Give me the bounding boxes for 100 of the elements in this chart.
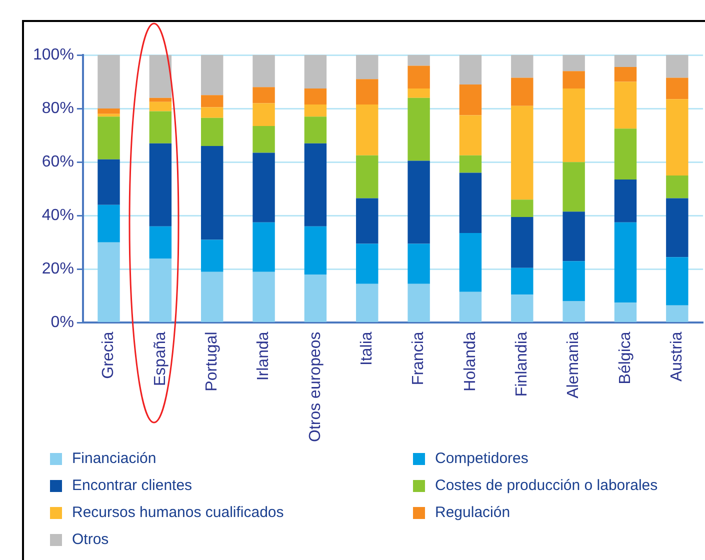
bar [200,118,224,146]
bar [149,111,172,144]
bar [408,66,430,88]
bar [149,98,172,102]
bar [511,216,534,268]
bar [666,305,688,322]
bar [614,302,637,322]
bar [252,222,275,272]
bar [304,274,327,322]
x-tick-label: Otros europeos [306,332,324,442]
bar [200,272,224,322]
bar [562,162,585,212]
y-tick-label: 20% [42,260,74,278]
legend-label: Competidores [435,450,528,467]
bar [98,204,120,242]
bar [200,146,224,240]
bar [562,301,585,322]
bar [408,88,430,98]
legend-label: Encontrar clientes [72,477,192,494]
bar [666,257,688,306]
bar [614,82,637,129]
bar [252,55,275,88]
bar [149,258,172,322]
x-tick-label: Portugal [204,332,221,392]
bar [252,87,275,104]
bar [562,261,585,302]
x-tick-label: Holanda [462,332,479,392]
bar [408,244,430,284]
x-tick-label: Grecia [100,332,118,379]
legend-label: Financiación [72,450,156,467]
x-tick-label: Italia [358,332,376,366]
bar [459,155,482,173]
legend-label: Otros [72,531,109,548]
bar [614,222,637,303]
bar [666,99,688,176]
bar [511,294,534,322]
bar [562,212,585,262]
bar [614,128,637,180]
bar [459,172,482,234]
bar [614,179,637,222]
x-tick-label: Francia [410,332,428,386]
y-tick-label: 0% [50,314,74,332]
bar [304,55,327,88]
bar [356,155,378,198]
bar [252,103,275,126]
bar [200,55,224,96]
bar [614,55,637,68]
bar [304,116,327,144]
bar [356,244,378,284]
bar [459,233,482,292]
y-tick-label: 60% [42,153,74,170]
bar [511,268,534,295]
bar [511,55,534,78]
bar [149,143,172,226]
bar [459,55,482,84]
x-tick-label: Alemania [565,332,582,398]
bar [511,106,534,200]
bar [562,88,585,162]
bar [98,108,120,114]
x-tick-label: Irlanda [255,332,272,381]
bar [252,152,275,222]
bar [408,98,430,161]
bar [304,226,327,275]
bar [98,55,120,109]
bar [511,200,534,217]
bar [408,55,430,66]
bar [252,126,275,153]
bar [98,116,120,160]
bar [356,79,378,105]
bar [356,284,378,322]
x-tick-label: Finlandia [514,332,531,397]
bar [200,240,224,272]
y-tick-label: 80% [42,100,74,117]
x-tick-label: Austria [668,332,686,382]
bar [408,284,430,322]
bar [459,292,482,322]
bar [666,55,688,78]
bar [666,78,688,100]
bar [98,242,120,322]
x-tick-label: Bélgica [616,332,634,384]
bar [614,67,637,82]
y-tick-label: 40% [42,207,74,224]
bar [304,88,327,105]
bar [666,175,688,198]
bar [252,272,275,322]
bar [511,78,534,106]
bar [356,55,378,80]
bar [356,198,378,244]
bar [304,143,327,226]
bar [562,71,585,88]
bar [459,84,482,116]
bar [149,226,172,258]
bar [200,107,224,118]
y-tick-label: 100% [33,46,74,64]
legend-label: Regulación [435,504,510,521]
bar [562,55,585,72]
bar [304,104,327,117]
bar [149,55,172,98]
bar [356,104,378,156]
bar [98,159,120,205]
